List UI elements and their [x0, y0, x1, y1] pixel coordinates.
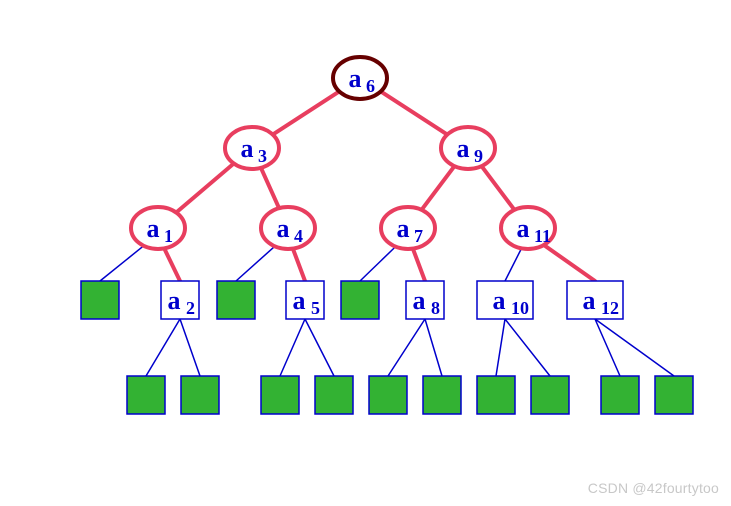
tree-edge: [100, 246, 144, 281]
leaf-square: [423, 376, 461, 414]
tree-edge: [273, 91, 340, 134]
node-label: a: [293, 286, 306, 315]
tree-edge: [180, 319, 200, 376]
watermark-text: CSDN @42fourtytoo: [588, 480, 719, 496]
node-label: a: [583, 286, 596, 315]
node-label: a: [277, 214, 290, 243]
tree-edge: [305, 319, 334, 376]
tree-diagram: a2a5a8a10a12a6a3a9a1a4a7a11: [0, 0, 731, 506]
node-label: a: [168, 286, 181, 315]
tree-edge: [496, 319, 505, 376]
leaf-square: [655, 376, 693, 414]
node-subscript: 4: [294, 226, 303, 246]
node-label: a: [493, 286, 506, 315]
tree-edge: [505, 319, 550, 376]
leaf-square: [601, 376, 639, 414]
node-subscript: 8: [431, 298, 440, 318]
node-label: a: [241, 134, 254, 163]
node-subscript: 6: [366, 76, 375, 96]
node-subscript: 2: [186, 298, 195, 318]
tree-edge: [360, 247, 396, 281]
node-subscript: 1: [164, 226, 173, 246]
tree-edge: [544, 245, 595, 281]
tree-edge: [146, 319, 180, 376]
leaf-square: [261, 376, 299, 414]
ovals-layer: a6a3a9a1a4a7a11: [131, 57, 555, 249]
leaf-square: [341, 281, 379, 319]
node-label: a: [147, 214, 160, 243]
node-label: a: [349, 64, 362, 93]
tree-edge: [176, 164, 234, 213]
node-subscript: 11: [534, 226, 551, 246]
node-subscript: 5: [311, 298, 320, 318]
tree-edge: [261, 168, 279, 208]
tree-edge: [236, 246, 275, 281]
node-label: a: [517, 214, 530, 243]
tree-edge: [280, 319, 305, 376]
tree-edge: [422, 166, 455, 210]
leaf-square: [369, 376, 407, 414]
tree-edge: [505, 248, 521, 281]
tree-edge: [381, 91, 448, 134]
leaf-square: [81, 281, 119, 319]
node-subscript: 12: [601, 298, 619, 318]
node-subscript: 10: [511, 298, 529, 318]
tree-edge: [482, 166, 515, 210]
node-label: a: [413, 286, 426, 315]
node-subscript: 7: [414, 226, 423, 246]
leaf-square: [531, 376, 569, 414]
tree-edge: [413, 249, 425, 281]
tree-edge: [164, 248, 180, 281]
leaf-square: [477, 376, 515, 414]
node-subscript: 9: [474, 146, 483, 166]
leaf-square: [181, 376, 219, 414]
node-subscript: 3: [258, 146, 267, 166]
node-label: a: [397, 214, 410, 243]
node-label: a: [457, 134, 470, 163]
tree-edge: [388, 319, 425, 376]
tree-edge: [425, 319, 442, 376]
rects-layer: a2a5a8a10a12: [81, 281, 693, 414]
leaf-square: [315, 376, 353, 414]
leaf-square: [217, 281, 255, 319]
leaf-square: [127, 376, 165, 414]
tree-edge: [293, 249, 305, 281]
